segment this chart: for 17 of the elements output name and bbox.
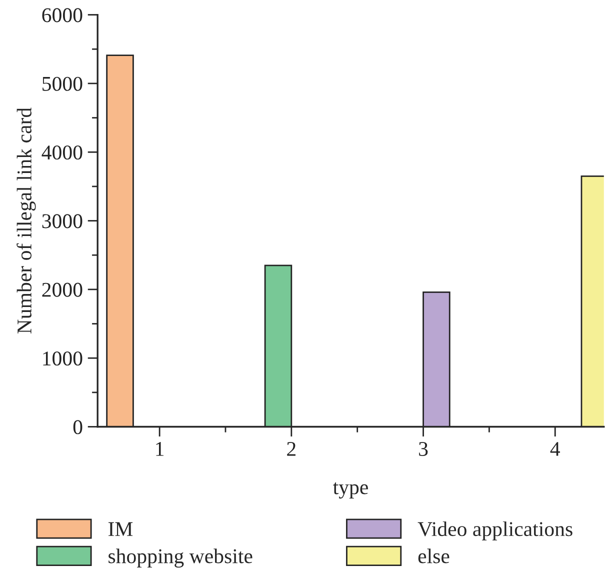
legend-label: shopping website	[108, 548, 252, 568]
y-tick-label: 3000	[42, 214, 82, 228]
y-axis-title: Number of illegal link card	[16, 108, 36, 334]
x-tick-label: 3	[419, 442, 428, 456]
y-tick-label: 6000	[42, 8, 82, 22]
y-tick-label: 0	[73, 420, 82, 434]
y-tick-label: 2000	[42, 282, 82, 297]
x-tick-label: 1	[156, 442, 164, 456]
legend-label: IM	[108, 522, 133, 536]
y-tick-label: 1000	[43, 351, 82, 366]
y-tick-label: 4000	[42, 145, 82, 160]
legend-label: else	[418, 548, 450, 564]
x-tick-label: 4	[550, 442, 560, 456]
x-tick-label: 2	[287, 442, 296, 456]
y-tick-label: 5000	[42, 76, 82, 91]
legend-label: Video applications	[418, 521, 572, 540]
x-axis-title: type	[333, 482, 368, 499]
